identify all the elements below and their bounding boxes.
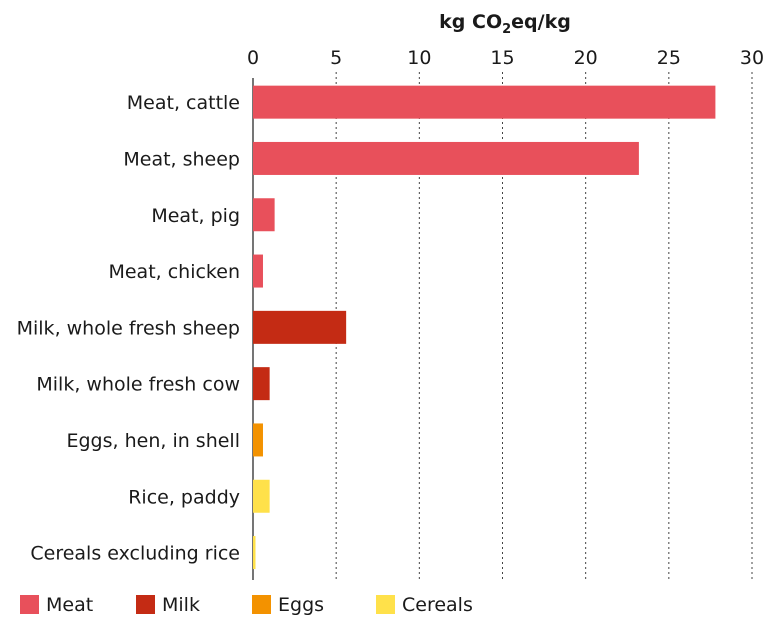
legend-swatch-meat bbox=[20, 595, 39, 614]
category-label: Meat, cattle bbox=[127, 92, 240, 114]
category-label: Eggs, hen, in shell bbox=[66, 430, 240, 452]
bar-cereals-excluding-rice bbox=[253, 536, 256, 570]
x-tick-label: 0 bbox=[247, 47, 259, 69]
legend: Meat Milk Eggs Cereals bbox=[20, 594, 473, 616]
category-label: Cereals excluding rice bbox=[30, 543, 240, 565]
bars bbox=[253, 85, 716, 570]
x-tick-label: 10 bbox=[407, 47, 431, 69]
legend-label-eggs: Eggs bbox=[278, 594, 324, 616]
x-tick-label: 25 bbox=[657, 47, 681, 69]
category-label: Rice, paddy bbox=[128, 486, 240, 508]
bar-eggs-hen-in-shell bbox=[253, 423, 263, 457]
legend-swatch-milk bbox=[136, 595, 155, 614]
bar-milk-whole-fresh-cow bbox=[253, 367, 270, 401]
bar-milk-whole-fresh-sheep bbox=[253, 310, 347, 344]
bar-meat-cattle bbox=[253, 85, 716, 119]
x-axis-unit-label: kg CO2eq/kg bbox=[439, 11, 571, 37]
legend-label-milk: Milk bbox=[162, 594, 200, 616]
x-tick-label: 5 bbox=[330, 47, 342, 69]
legend-label-cereals: Cereals bbox=[402, 594, 473, 616]
x-tick-label: 20 bbox=[574, 47, 598, 69]
category-label: Milk, whole fresh cow bbox=[36, 374, 240, 396]
bar-meat-pig bbox=[253, 198, 275, 232]
category-labels: Meat, cattle Meat, sheep Meat, pig Meat, ch… bbox=[17, 92, 240, 564]
category-label: Meat, pig bbox=[151, 205, 240, 227]
x-tick-label: 30 bbox=[740, 47, 764, 69]
category-label: Meat, sheep bbox=[123, 148, 240, 170]
legend-swatch-cereals bbox=[376, 595, 395, 614]
bar-meat-chicken bbox=[253, 254, 263, 288]
bar-meat-sheep bbox=[253, 141, 639, 175]
category-label: Milk, whole fresh sheep bbox=[17, 317, 240, 339]
legend-label-meat: Meat bbox=[46, 594, 93, 616]
bar-rice-paddy bbox=[253, 479, 270, 513]
category-label: Meat, chicken bbox=[108, 261, 240, 283]
x-tick-label: 15 bbox=[490, 47, 514, 69]
x-axis-ticks: 0 5 10 15 20 25 30 bbox=[247, 47, 764, 69]
legend-swatch-eggs bbox=[252, 595, 271, 614]
